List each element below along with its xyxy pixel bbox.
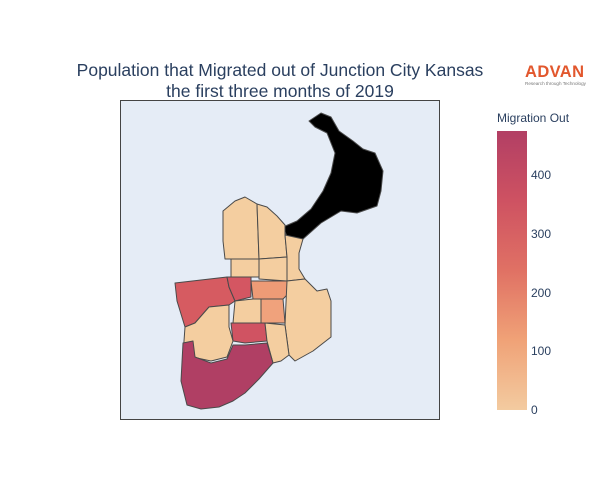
colorbar-title: Migration Out xyxy=(497,111,570,125)
colorbar-tick-label: 300 xyxy=(531,226,552,241)
map-frame xyxy=(120,100,440,420)
colorbar-tick-label: 400 xyxy=(531,168,552,183)
tract-center-south-high[interactable] xyxy=(230,322,268,344)
logo-wordmark: ADVAN xyxy=(525,63,585,81)
tract-south-highest[interactable] xyxy=(180,340,274,410)
colorbar-tick-label: 0 xyxy=(531,403,538,417)
tract-center-south-east[interactable] xyxy=(264,322,290,364)
colorbar-tick-label: 100 xyxy=(531,344,552,359)
tract-center-orange[interactable] xyxy=(250,280,290,300)
tract-center-east-orange[interactable] xyxy=(260,298,286,324)
tract-north-west[interactable] xyxy=(222,196,260,260)
logo-tagline: Research through Technology xyxy=(525,81,586,86)
tract-center-small[interactable] xyxy=(232,298,262,324)
colorbar-tick-label: 200 xyxy=(531,285,552,300)
tract-northeast[interactable] xyxy=(282,112,384,252)
chart-title: Population that Migrated out of Junction… xyxy=(40,60,520,102)
tract-mid-left-small[interactable] xyxy=(230,258,260,278)
advan-logo: ADVAN Research through Technology xyxy=(525,64,593,87)
colorbar-gradient xyxy=(497,131,527,410)
tract-mid-center-small[interactable] xyxy=(258,256,288,282)
map-canvas xyxy=(121,101,439,419)
chart-title-line-1: Population that Migrated out of Junction… xyxy=(76,60,484,80)
tract-center-left-high[interactable] xyxy=(226,276,252,302)
chart-title-line-2: the first three months of 2019 xyxy=(166,81,394,101)
